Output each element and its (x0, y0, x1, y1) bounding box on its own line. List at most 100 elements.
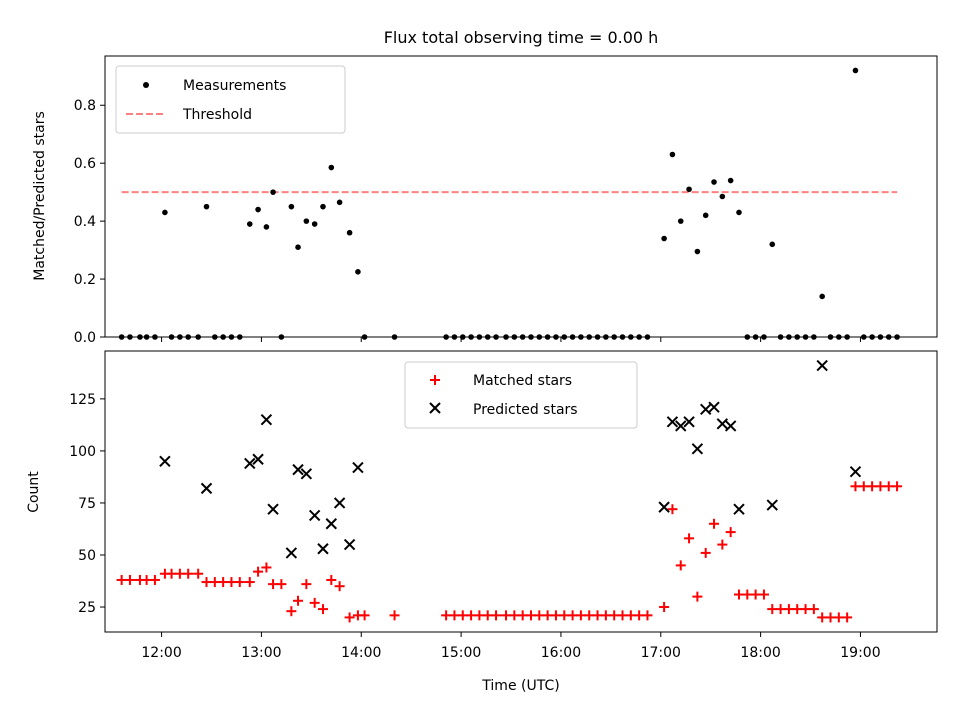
matched-star-point (334, 581, 345, 592)
matched-star-point (149, 574, 160, 585)
measurement-point (769, 241, 776, 248)
measurement-point (852, 67, 859, 74)
measurement-point (669, 151, 676, 158)
measurement-point (702, 212, 709, 219)
matched-star-point (326, 574, 337, 585)
measurement-point (346, 229, 353, 236)
matched-star-point (758, 589, 769, 600)
matched-star-point (684, 533, 695, 544)
bottom-axes-frame (104, 350, 938, 633)
matched-star-point (667, 504, 678, 515)
bottom-x-ticks: 12:00 13:00 14:00 15:00 16:00 17:00 18:00 19:00 (141, 632, 881, 661)
legend-measurements-label: Measurements (183, 78, 286, 94)
x-tick-label: 19:00 (840, 645, 880, 661)
predicted-star-point (716, 418, 729, 430)
predicted-star-point (252, 453, 264, 465)
top-legend-box (115, 65, 346, 134)
predicted-star-point (285, 547, 298, 559)
bottom-legend-box (404, 361, 638, 429)
matched-star-points (116, 481, 903, 623)
predicted-star-point (658, 501, 670, 513)
top-axes-frame (104, 55, 938, 338)
measurement-point (727, 177, 734, 184)
predicted-star-point (343, 538, 356, 551)
predicted-star-point (691, 443, 704, 455)
predicted-star-point (267, 503, 279, 515)
measurement-point (677, 218, 684, 224)
matched-star-point (359, 610, 370, 621)
measurement-point (270, 189, 276, 195)
top-panel: 0.00.20.40.60.8 Matched/Predicted stars … (32, 55, 938, 346)
matched-star-point (301, 579, 312, 590)
predicted-star-point (849, 466, 862, 478)
predicted-star-point (666, 416, 679, 428)
x-axis-label: Time (UTC) (481, 678, 559, 694)
matched-star-point (344, 612, 355, 623)
matched-star-point (642, 610, 653, 621)
predicted-star-point (352, 461, 364, 474)
predicted-star-point (260, 413, 273, 426)
matched-star-point (659, 602, 670, 613)
matched-star-point (389, 610, 400, 621)
legend-predicted-marker (429, 402, 441, 414)
measurement-point (819, 293, 825, 300)
bottom-y-tick-label: 75 (78, 496, 96, 512)
measurement-point (719, 193, 726, 200)
measurement-point (686, 186, 692, 193)
matched-star-point (692, 591, 703, 602)
chart-title: Flux total observing time = 0.00 h (384, 28, 659, 47)
bottom-y-tick-label: 125 (69, 392, 96, 408)
matched-star-point (286, 606, 297, 617)
x-tick-label: 12:00 (141, 645, 181, 661)
predicted-star-point (200, 482, 213, 495)
matched-star-point (709, 518, 720, 529)
matched-star-point (261, 562, 272, 573)
predicted-star-point (708, 401, 720, 413)
x-tick-label: 16:00 (541, 645, 581, 661)
measurement-point (162, 209, 168, 216)
matched-star-point (725, 527, 736, 538)
matched-star-point (700, 547, 711, 558)
predicted-star-point (159, 455, 171, 468)
measurement-point (328, 164, 335, 171)
measurement-point (320, 203, 326, 210)
measurement-point (288, 203, 295, 210)
measurement-point (694, 248, 701, 255)
measurement-point (255, 206, 261, 213)
x-tick-label: 14:00 (341, 645, 381, 661)
matched-star-point (244, 577, 255, 588)
bottom-y-ticks: 25 50 75 100 125 (69, 392, 105, 616)
legend-measurements-marker (143, 82, 149, 88)
top-legend: Measurements Threshold (115, 65, 346, 134)
matched-star-point (293, 595, 304, 606)
x-tick-label: 18:00 (740, 645, 780, 661)
matched-star-point (842, 612, 853, 623)
predicted-star-point (308, 509, 321, 522)
matched-star-point (309, 597, 320, 608)
bottom-panel: 25 50 75 100 125 12:00 13:00 14:00 15:00 16:00 17… (26, 350, 938, 694)
measurement-point (336, 199, 343, 206)
legend-predicted-label: Predicted stars (473, 402, 578, 418)
matched-star-point (193, 568, 204, 579)
predicted-star-points (159, 359, 862, 559)
predicted-star-point (816, 359, 828, 372)
top-y-axis-label: Matched/Predicted stars (32, 111, 48, 281)
predicted-star-point (733, 503, 745, 515)
predicted-star-point (325, 518, 338, 530)
matched-star-point (675, 560, 686, 571)
bottom-y-tick-label: 25 (78, 600, 96, 616)
matched-star-point (234, 577, 245, 588)
predicted-star-point (699, 403, 712, 415)
matched-star-point (124, 574, 135, 585)
legend-matched-label: Matched stars (473, 373, 572, 389)
measurement-point (246, 221, 253, 227)
top-y-tick-label: 0.6 (74, 156, 96, 172)
matched-star-point (276, 579, 287, 590)
measurement-point (711, 179, 717, 185)
matched-star-point (183, 568, 194, 579)
measurement-point (303, 218, 310, 224)
predicted-star-point (292, 463, 304, 476)
x-tick-label: 15:00 (441, 645, 481, 661)
measurement-point (355, 269, 361, 275)
legend-matched-marker (430, 375, 440, 385)
